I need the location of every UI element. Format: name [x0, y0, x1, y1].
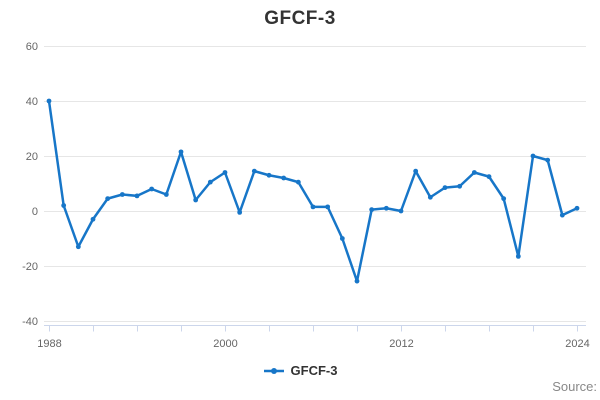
legend-label: GFCF-3: [290, 363, 338, 378]
data-point[interactable]: [266, 172, 272, 178]
data-point[interactable]: [46, 98, 52, 104]
data-point[interactable]: [207, 179, 213, 185]
data-point[interactable]: [61, 203, 67, 208]
data-point[interactable]: [486, 174, 492, 180]
series-line: [47, 99, 579, 283]
data-point[interactable]: [163, 192, 169, 197]
data-point[interactable]: [237, 209, 243, 215]
data-point[interactable]: [559, 212, 565, 218]
data-point[interactable]: [251, 168, 257, 174]
data-point[interactable]: [515, 253, 521, 259]
source-note: Source:: [552, 379, 597, 394]
data-point[interactable]: [442, 185, 448, 191]
data-point[interactable]: [530, 153, 536, 159]
data-point[interactable]: [427, 194, 433, 200]
data-point[interactable]: [119, 192, 125, 197]
data-point[interactable]: [413, 168, 419, 174]
data-point[interactable]: [295, 179, 301, 185]
x-axis-label: 2012: [389, 338, 413, 350]
data-point[interactable]: [354, 278, 360, 284]
y-axis-label: -20: [22, 261, 38, 273]
legend: GFCF-3: [0, 363, 600, 378]
data-point[interactable]: [574, 205, 580, 211]
data-point[interactable]: [383, 205, 389, 211]
data-point[interactable]: [149, 186, 155, 192]
data-point[interactable]: [398, 208, 404, 214]
data-point[interactable]: [75, 244, 81, 250]
x-axis-label: 2024: [565, 338, 589, 350]
data-point[interactable]: [457, 183, 463, 189]
data-point[interactable]: [369, 207, 375, 213]
y-axis-label: -40: [22, 316, 38, 328]
data-point[interactable]: [222, 170, 228, 175]
y-axis-label: 0: [32, 206, 38, 218]
data-point[interactable]: [501, 196, 507, 202]
data-point[interactable]: [90, 216, 96, 222]
data-point[interactable]: [339, 236, 345, 241]
x-axis-label: 1988: [37, 338, 61, 350]
data-point[interactable]: [471, 170, 477, 175]
data-point[interactable]: [134, 193, 140, 199]
y-axis-label: 20: [26, 151, 38, 163]
plot-area: 60 40 20 0 -20 -40 1988 2000 2012 2024: [22, 41, 590, 350]
legend-item-gfcf3[interactable]: GFCF-3: [263, 363, 338, 378]
data-point[interactable]: [310, 204, 316, 210]
data-point[interactable]: [325, 204, 331, 210]
y-axis-label: 40: [26, 96, 38, 108]
data-point[interactable]: [281, 175, 287, 181]
chart-title: GFCF-3: [264, 8, 336, 29]
data-point[interactable]: [193, 197, 199, 203]
legend-line-marker-icon: [263, 367, 284, 374]
data-point[interactable]: [545, 157, 551, 163]
y-axis-label: 60: [26, 41, 38, 53]
x-axis-label: 2000: [213, 338, 237, 350]
data-point[interactable]: [178, 149, 184, 155]
data-point[interactable]: [105, 196, 111, 202]
